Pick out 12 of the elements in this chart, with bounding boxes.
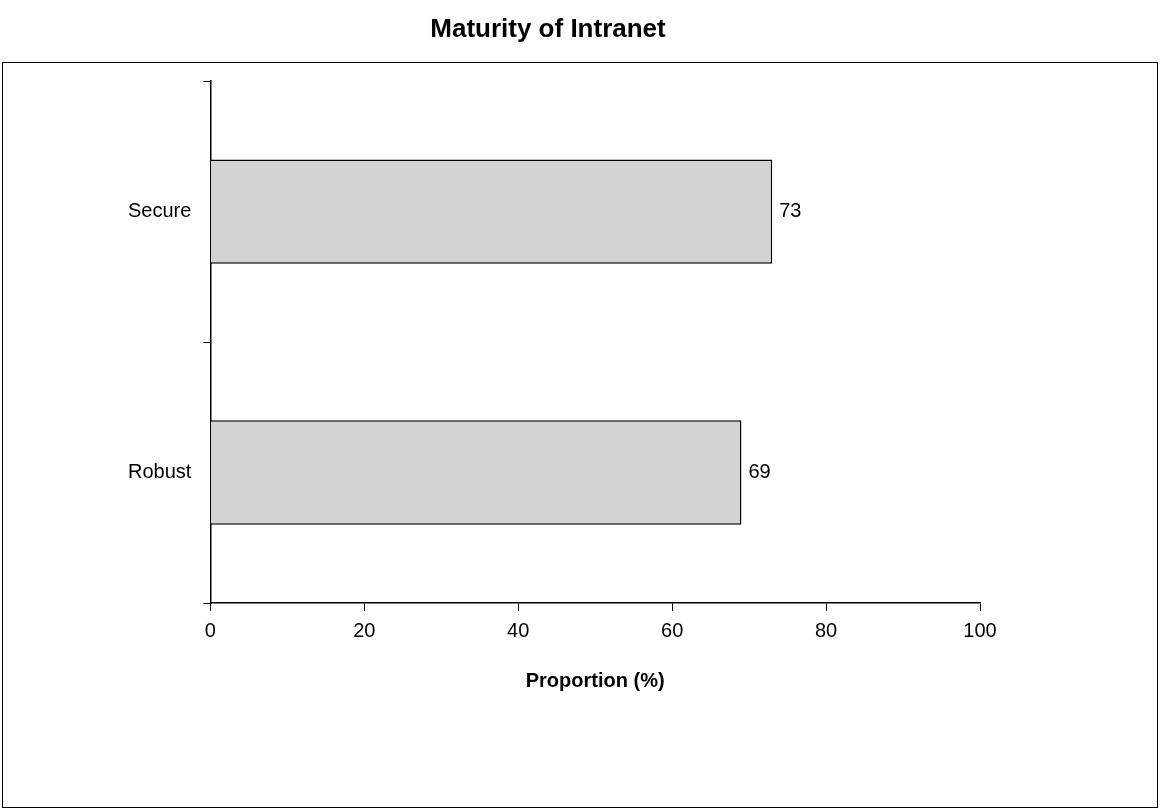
y-tick-label: Secure [127,199,192,222]
y-tick-label: Robust [127,460,192,483]
data-label: 73 [779,199,802,222]
x-tick-label: 40 [507,618,530,641]
x-tick-label: 80 [814,618,838,641]
x-tick-label: 100 [963,618,997,641]
x-tick-label: 60 [661,618,684,641]
x-tick-label: 20 [353,618,376,641]
data-label: 69 [748,460,771,483]
x-tick-label: 0 [204,618,216,641]
chart-title: Maturity of Intranet [430,12,667,43]
x-axis-title: Proportion (%) [525,668,665,691]
